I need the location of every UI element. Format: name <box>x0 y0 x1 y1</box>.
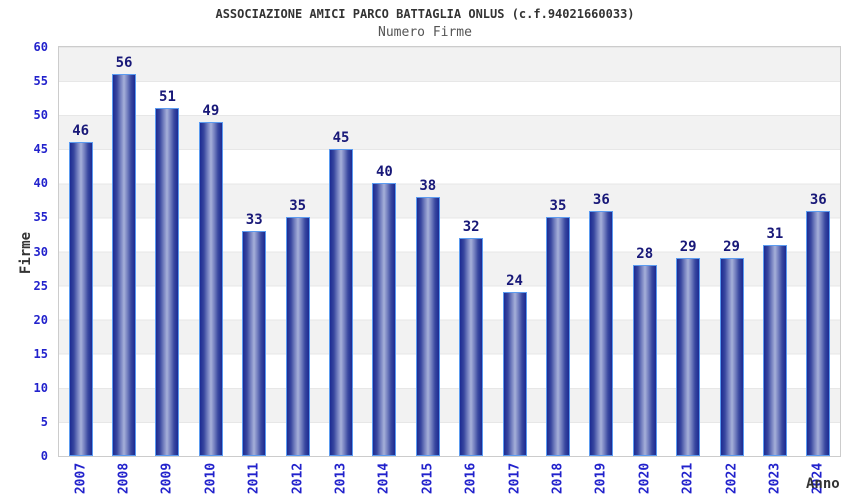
bar-value-label: 32 <box>462 218 480 235</box>
chart-subtitle: Numero Firme <box>378 25 472 40</box>
bar-2007 <box>68 142 93 456</box>
y-tick-label: 30 <box>33 244 48 259</box>
x-tick-label-2015: 2015 <box>420 462 436 495</box>
chart-title: ASSOCIAZIONE AMICI PARCO BATTAGLIA ONLUS… <box>215 7 635 21</box>
y-tick-label: 15 <box>33 346 48 361</box>
bar-value-label: 36 <box>592 191 610 208</box>
y-tick-label: 60 <box>33 40 48 54</box>
bar-2020 <box>632 265 657 456</box>
x-tick-label-2019: 2019 <box>593 462 609 495</box>
bar-2012 <box>285 217 310 456</box>
bar-2024 <box>806 210 831 456</box>
bar-2008 <box>112 74 137 456</box>
bar-2023 <box>762 244 787 456</box>
bar-value-label: 56 <box>115 55 133 72</box>
bar-2015 <box>415 196 440 456</box>
bar-value-label: 33 <box>245 212 263 229</box>
bar-value-label: 29 <box>723 239 740 256</box>
x-tick-label-2024: 2024 <box>810 462 826 495</box>
bar-value-label: 46 <box>72 123 90 140</box>
bar-value-label: 35 <box>549 198 567 215</box>
bar-value-label: 31 <box>766 225 784 242</box>
x-tick-label-2016: 2016 <box>463 462 479 495</box>
x-tick-label-2020: 2020 <box>637 462 653 495</box>
y-tick-label: 0 <box>40 449 48 463</box>
x-tick-label-2017: 2017 <box>507 462 523 495</box>
bar-2014 <box>372 183 397 456</box>
y-tick-label: 5 <box>40 414 48 429</box>
x-tick-label-2018: 2018 <box>550 462 566 495</box>
plot-area: 46 56 51 49 33 35 45 40 38 32 24 35 36 28 29 29 31 36 <box>58 46 841 457</box>
bar-2021 <box>676 258 701 456</box>
x-tick-label-2014: 2014 <box>376 462 392 495</box>
bar-value-label: 38 <box>419 177 437 194</box>
x-tick-label-2022: 2022 <box>724 462 740 495</box>
bar-2010 <box>198 121 223 456</box>
bar-value-label: 28 <box>636 246 654 263</box>
bar-value-label: 49 <box>202 102 220 119</box>
bar-value-label: 51 <box>159 89 176 106</box>
bar-2016 <box>459 237 484 456</box>
y-tick-label: 35 <box>33 210 48 225</box>
y-tick-label: 25 <box>33 278 48 293</box>
x-tick-label-2007: 2007 <box>73 462 89 495</box>
x-tick-label-2009: 2009 <box>159 462 175 495</box>
bar-value-label: 24 <box>506 273 523 290</box>
bar-value-label: 29 <box>679 239 697 256</box>
y-tick-label: 50 <box>33 108 48 123</box>
x-tick-label-2010: 2010 <box>203 462 219 495</box>
bar-2009 <box>155 108 180 456</box>
bar-value-label: 35 <box>289 198 307 215</box>
y-tick-label: 45 <box>33 142 48 157</box>
bar-2018 <box>545 217 570 456</box>
bar-value-label: 40 <box>375 164 393 181</box>
x-tick-label-2023: 2023 <box>767 462 783 495</box>
y-tick-label: 55 <box>33 74 48 89</box>
bar-2011 <box>242 231 267 456</box>
bar-2022 <box>719 258 744 456</box>
x-tick-label-2021: 2021 <box>680 462 696 495</box>
bar-value-label: 45 <box>332 130 350 147</box>
x-tick-label-2013: 2013 <box>333 462 349 495</box>
y-tick-label: 10 <box>33 380 48 395</box>
x-tick-label-2012: 2012 <box>290 462 306 495</box>
y-tick-label: 20 <box>33 312 48 327</box>
bar-value-label: 36 <box>809 191 827 208</box>
x-axis-title: Anno <box>806 476 840 492</box>
x-tick-label-2011: 2011 <box>246 462 262 495</box>
bar-2017 <box>502 292 527 456</box>
y-tick-label: 40 <box>33 176 48 191</box>
bar-2013 <box>329 149 354 456</box>
x-tick-label-2008: 2008 <box>116 462 132 495</box>
bar-2019 <box>589 210 614 456</box>
